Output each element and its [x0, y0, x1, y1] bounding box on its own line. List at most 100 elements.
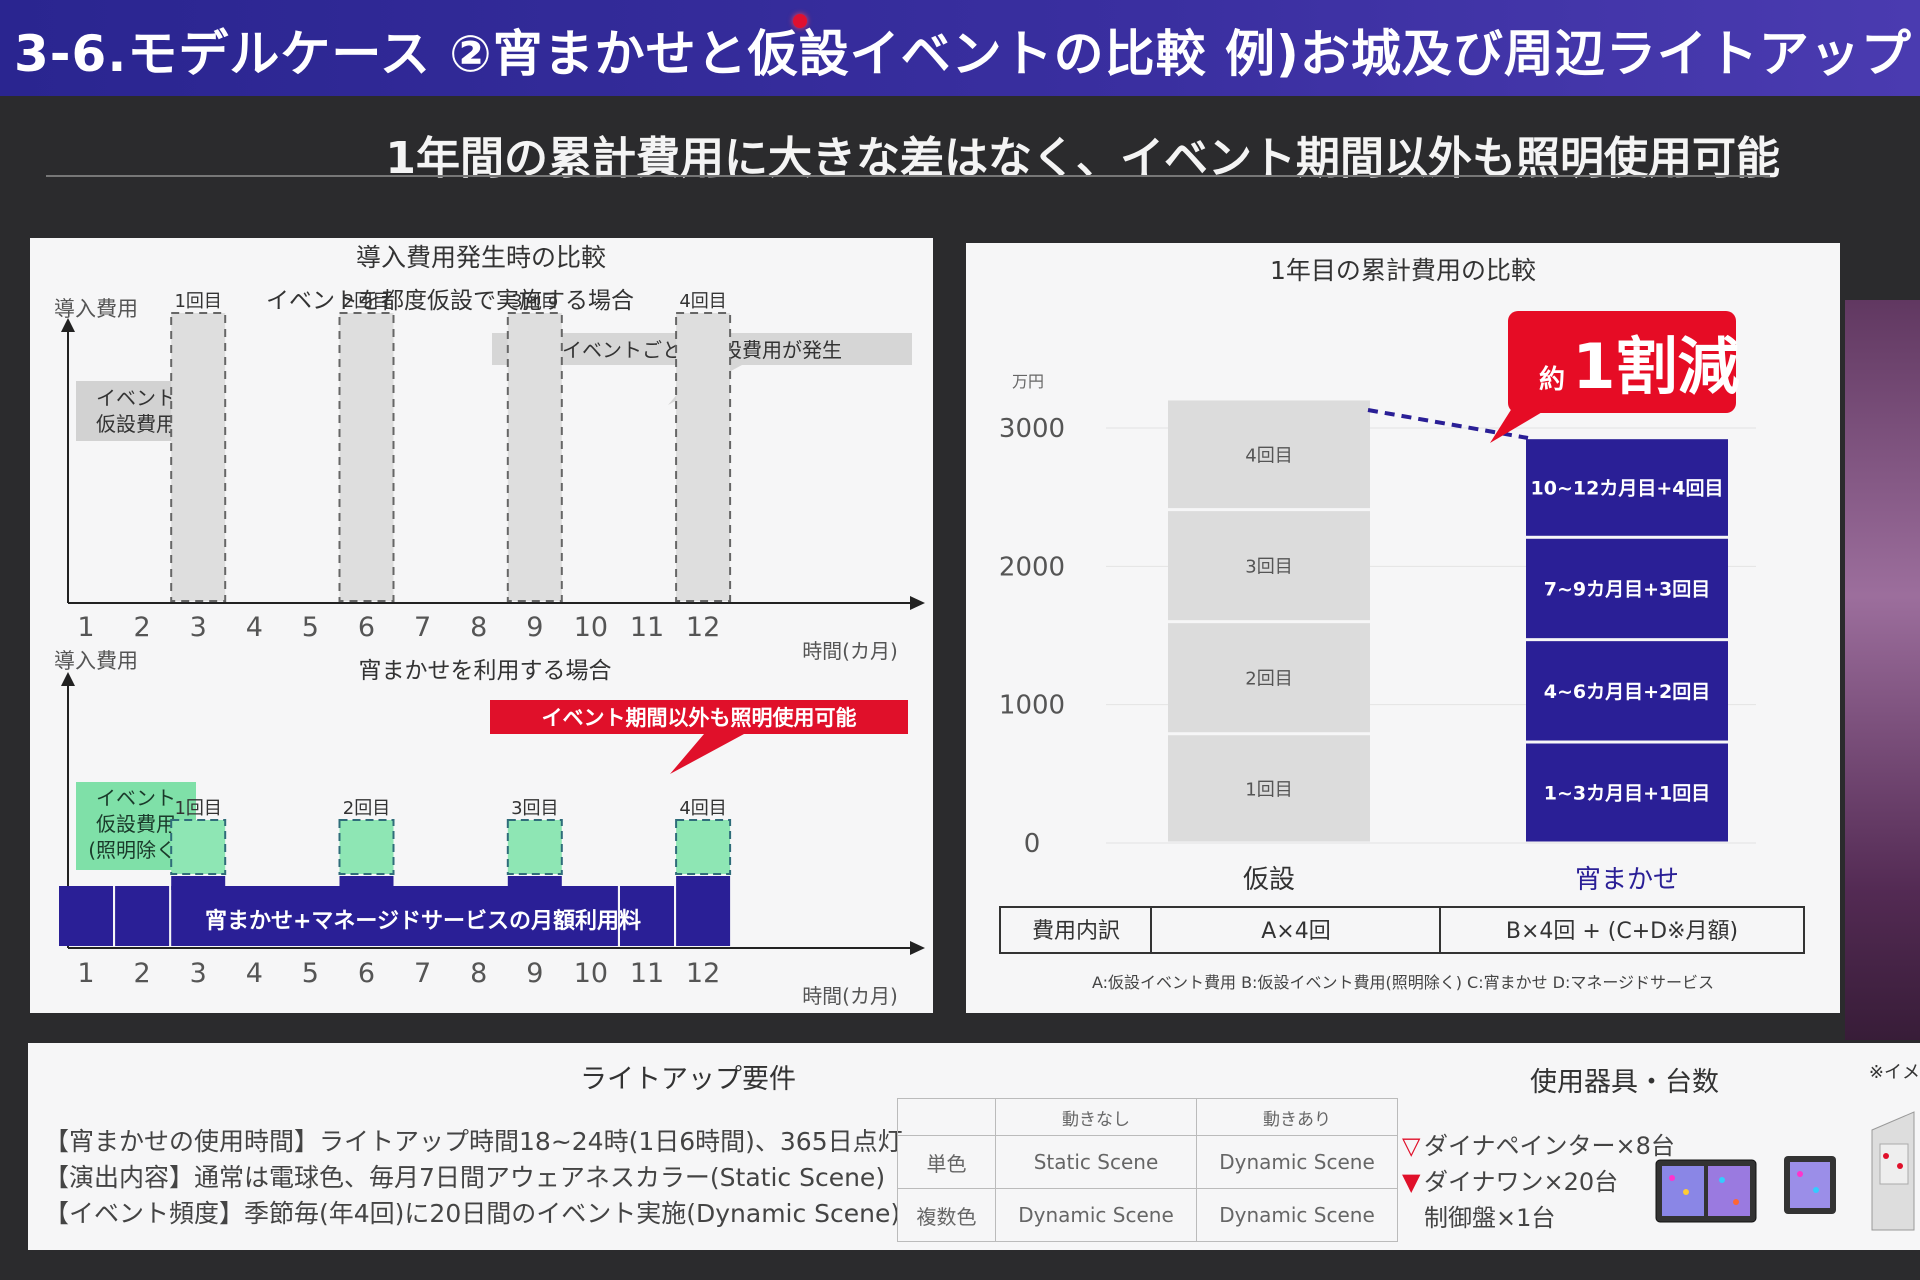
panel-title: 導入費用発生時の比較 [356, 243, 606, 272]
bottom-event-label: 2回目 [343, 798, 390, 819]
bottom-month-ticks: 1 2 3 4 5 6 7 8 9 10 11 12 [77, 958, 720, 989]
top-event-bars: 1回目 2回目 3回目 4回目 [170, 291, 732, 602]
top-event-label: 4回目 [679, 291, 726, 312]
matrix-cell: Dynamic Scene [995, 1188, 1197, 1242]
bottom-heading: 宵まかせを利用する場合 [359, 658, 612, 684]
top-event-bar [506, 312, 563, 602]
monthly-fee-bar-top [339, 876, 394, 890]
top-x-arrow-icon [910, 596, 925, 610]
segment-label: 2回目 [1245, 669, 1292, 690]
y-tick-label: 1000 [999, 691, 1065, 721]
segment-label: 4回目 [1245, 445, 1292, 466]
top-month-tick: 9 [526, 612, 543, 643]
equipment-item: ▽ ダイナペインター×8台 [1402, 1132, 1675, 1160]
introduction-cost-diagram: 導入費用発生時の比較 導入費用 イベントを都度仮設で実施する場合 イベント 仮設… [54, 243, 925, 1008]
top-event-bar [170, 312, 227, 602]
top-xunit: 時間(カ月) [802, 639, 898, 663]
stacked-bar-segment [1526, 538, 1728, 639]
monthly-fee-bar [171, 886, 618, 946]
stacked-bars: 1回目 2回目 3回目 4回目 1~3カ月目+1回目 4~6カ月目+2回目 7~9カ月目+3… [1168, 400, 1728, 842]
laser-pointer-dot [793, 14, 807, 28]
bottom-monthly-bars [59, 876, 731, 946]
category-label: 仮設 [1243, 865, 1295, 895]
divider [46, 175, 1770, 177]
matrix-cell: Dynamic Scene [1196, 1188, 1398, 1242]
y-tick-label: 0 [1024, 829, 1041, 859]
bottom-month-tick: 11 [630, 958, 664, 989]
bottom-month-tick: 9 [526, 958, 543, 989]
reduction-value: 1割減 [1572, 330, 1739, 403]
bottom-ylabel: 導入費用 [54, 649, 138, 673]
bottom-x-arrow-icon [910, 941, 925, 955]
category-label: 宵まかせ [1575, 865, 1679, 895]
top-month-tick: 5 [302, 612, 319, 643]
cumulative-cost-panel: 1年目の累計費用の比較 万円 0 1000 2000 3000 1回目 2回目 3回目 4回… [966, 243, 1840, 1013]
requirement-frequency: 【イベント頻度】季節毎(年4回)に20日間のイベント実施(Dynamic Sce… [44, 1199, 901, 1228]
stacked-bar-segment [1168, 735, 1370, 842]
filled-triangle-icon: ▼ [1402, 1168, 1421, 1196]
segment-label: 3回目 [1245, 557, 1292, 578]
cost-breakdown-table [999, 906, 1805, 954]
bottom-legend-line1: イベント [96, 786, 176, 810]
title-banner: 3-6.モデルケース ②宵まかせと仮設イベントの比較 例)お城及び周辺ライトアッ… [0, 0, 1920, 96]
requirement-usage-hours: 【宵まかせの使用時間】ライトアップ時間18~24時(1日6時間)、365日点灯 [44, 1127, 903, 1156]
top-month-tick: 1 [77, 612, 94, 643]
reduction-badge [1508, 311, 1736, 413]
castle-background-image [1845, 300, 1920, 1040]
segment-label: 4~6カ月目+2回目 [1544, 681, 1711, 703]
segment-label: 1回目 [1245, 779, 1292, 800]
monthly-fee-bar [676, 876, 731, 946]
monthly-fee-bar [620, 886, 674, 946]
stacked-bar-segment [1526, 439, 1728, 536]
cost-yoimakase: B×4回 + (C+D※月額) [1506, 919, 1738, 944]
top-month-tick: 10 [574, 612, 608, 643]
cost-footnote: A:仮設イベント費用 B:仮設イベント費用(照明除く) C:宵まかせ D:マネー… [1092, 973, 1714, 992]
segment-label: 1~3カ月目+1回目 [1544, 783, 1711, 805]
scene-matrix-table: 動きなし 動きあり 単色 Static Scene Dynamic Scene … [897, 1098, 1398, 1242]
bottom-event-label: 1回目 [174, 798, 221, 819]
matrix-row-label: 単色 [897, 1135, 996, 1189]
top-month-tick: 8 [470, 612, 487, 643]
top-month-tick: 2 [134, 612, 151, 643]
top-heading: イベントを都度仮設で実施する場合 [266, 288, 634, 314]
segment-label: 7~9カ月目+3回目 [1544, 578, 1711, 600]
bottom-event-bar [170, 819, 227, 875]
top-y-arrow-icon [61, 318, 75, 332]
bottom-month-tick: 4 [246, 958, 263, 989]
equipment-title: 使用器具・台数 [1530, 1067, 1719, 1098]
top-month-tick: 11 [630, 612, 664, 643]
bottom-event-label: 4回目 [679, 798, 726, 819]
equipment-item: ▼ ダイナワン×20台 [1402, 1168, 1619, 1196]
matrix-header-dynamic: 動きあり [1196, 1098, 1398, 1136]
top-event-label: 2回目 [343, 291, 390, 312]
bottom-month-tick: 6 [358, 958, 375, 989]
monthly-fee-bar [59, 886, 113, 946]
stacked-bar-segment [1168, 623, 1370, 733]
matrix-corner [897, 1098, 996, 1136]
cumulative-cost-chart: 1年目の累計費用の比較 万円 0 1000 2000 3000 1回目 2回目 3回目 4回… [999, 256, 1805, 992]
top-month-tick: 4 [246, 612, 263, 643]
bottom-event-bar [675, 819, 732, 875]
control-panel-image [1871, 1111, 1915, 1231]
category-labels: 仮設 宵まかせ [1243, 865, 1679, 895]
top-ylabel: 導入費用 [54, 297, 138, 321]
bottom-event-label: 3回目 [511, 798, 558, 819]
bottom-month-tick: 7 [414, 958, 431, 989]
equipment-item: 制御盤×1台 [1424, 1204, 1556, 1232]
outline-triangle-icon: ▽ [1402, 1132, 1421, 1160]
matrix-cell: Static Scene [995, 1135, 1197, 1189]
introduction-cost-panel: 導入費用発生時の比較 導入費用 イベントを都度仮設で実施する場合 イベント 仮設… [30, 238, 933, 1013]
top-event-label: 3回目 [511, 291, 558, 312]
bottom-month-tick: 5 [302, 958, 319, 989]
bottom-callout [490, 700, 908, 734]
top-event-bar [338, 312, 395, 602]
bottom-legend-line2: 仮設費用 [96, 812, 176, 836]
stacked-bar-segment [1526, 743, 1728, 842]
matrix-header-static: 動きなし [995, 1098, 1197, 1136]
segment-label: 10~12カ月目+4回目 [1531, 477, 1724, 499]
top-legend-line1: イベント [96, 386, 176, 410]
bottom-event-bar [506, 819, 563, 875]
reduction-prefix: 約 [1539, 364, 1565, 395]
bottom-y-arrow-icon [61, 672, 75, 686]
stacked-bar-segment [1168, 511, 1370, 621]
